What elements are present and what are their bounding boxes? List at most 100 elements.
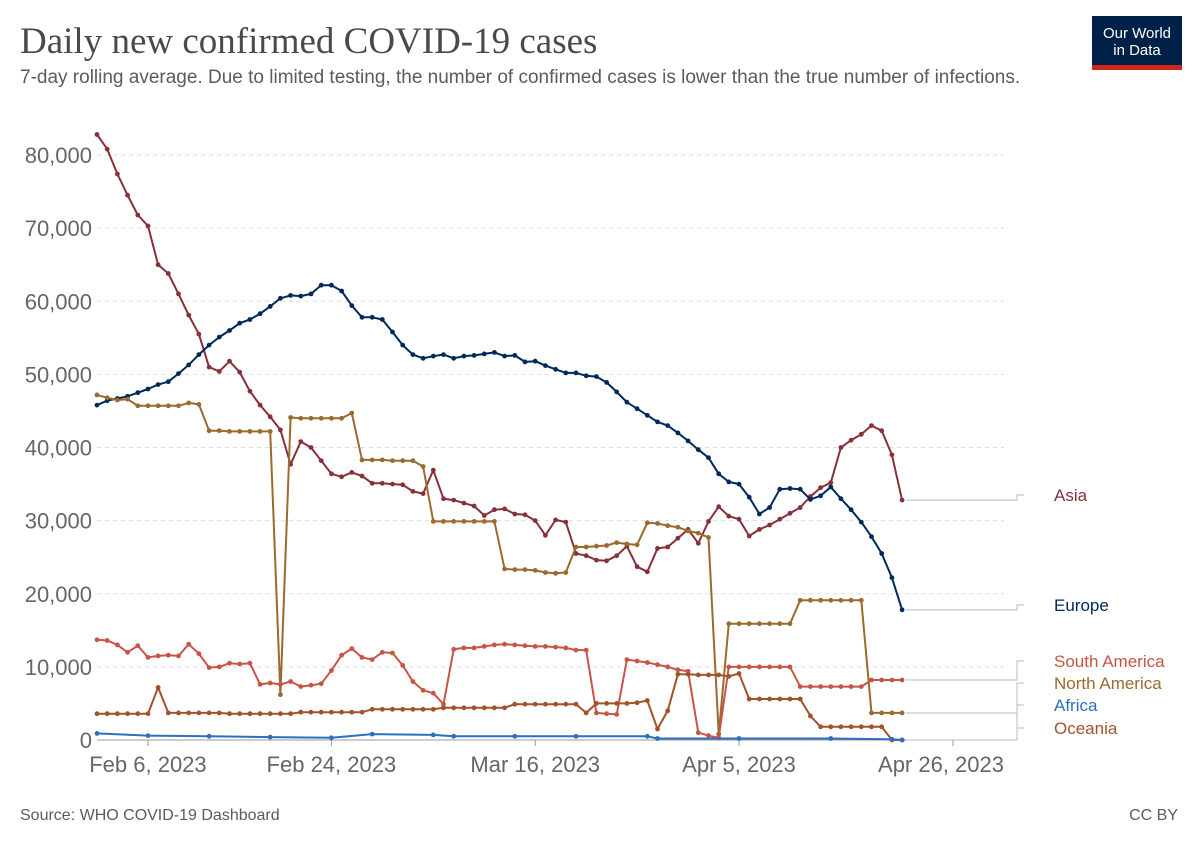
data-point: [369, 731, 375, 737]
data-point: [216, 710, 222, 716]
series-line-asia[interactable]: [96, 133, 904, 573]
data-point: [828, 484, 834, 490]
data-point: [104, 146, 110, 152]
data-point: [104, 395, 110, 401]
data-point: [94, 711, 100, 717]
data-point: [329, 709, 334, 715]
license-link[interactable]: CC BY: [1129, 807, 1178, 824]
data-point: [492, 350, 497, 355]
data-point: [848, 684, 854, 689]
data-point: [155, 403, 161, 409]
logo-accent-bar: [1092, 65, 1182, 70]
data-point: [869, 534, 874, 540]
data-point: [614, 540, 620, 545]
data-point: [441, 701, 446, 707]
data-point: [532, 518, 538, 523]
data-point: [165, 652, 171, 658]
x-tick-label: Mar 16, 2023: [470, 752, 600, 777]
data-point: [135, 711, 141, 717]
data-point: [196, 352, 202, 357]
data-point: [298, 709, 304, 715]
data-point: [267, 429, 273, 434]
data-point: [318, 709, 324, 715]
data-point: [522, 701, 528, 707]
data-point: [685, 671, 691, 677]
data-point: [410, 458, 416, 464]
data-point: [828, 684, 834, 689]
data-point: [288, 711, 293, 717]
y-tick-label: 70,000: [25, 216, 92, 241]
y-tick-label: 50,000: [25, 362, 92, 387]
data-point: [135, 390, 141, 396]
data-point: [583, 647, 589, 653]
data-point: [563, 701, 569, 707]
data-point: [899, 497, 905, 503]
series-line-oceania[interactable]: [97, 672, 903, 741]
data-point: [471, 353, 477, 358]
data-point: [522, 643, 528, 649]
data-point: [736, 621, 742, 627]
data-point: [451, 646, 457, 652]
data-point: [532, 358, 538, 364]
data-point: [115, 171, 120, 177]
data-point: [471, 503, 477, 509]
data-point: [624, 657, 630, 662]
data-point: [543, 644, 548, 649]
data-point: [176, 653, 181, 659]
series-line-south-america[interactable]: [96, 638, 903, 739]
series-label[interactable]: South America: [1054, 652, 1165, 671]
x-tick-label: Feb 24, 2023: [267, 752, 397, 777]
data-point: [481, 705, 487, 711]
data-point: [716, 504, 722, 510]
series-label[interactable]: North America: [1054, 674, 1162, 693]
data-point: [155, 685, 161, 690]
data-point: [879, 710, 885, 716]
data-point: [186, 312, 192, 318]
data-point: [869, 677, 874, 683]
data-point: [716, 471, 722, 477]
data-point: [634, 564, 640, 570]
data-point: [604, 701, 609, 706]
data-point: [583, 553, 589, 559]
series-line-africa[interactable]: [96, 732, 903, 741]
data-point: [787, 664, 793, 670]
data-point: [757, 527, 762, 532]
data-point: [869, 710, 874, 716]
data-point: [441, 496, 446, 502]
data-point: [278, 295, 283, 301]
data-point: [318, 458, 324, 464]
series-label[interactable]: Europe: [1054, 596, 1109, 615]
owid-logo[interactable]: Our World in Data: [1092, 16, 1182, 70]
data-point: [257, 402, 263, 408]
data-point: [604, 711, 609, 717]
data-point: [267, 304, 273, 309]
x-tick-label: Feb 6, 2023: [89, 752, 206, 777]
series-label[interactable]: Asia: [1054, 486, 1088, 505]
data-point: [329, 735, 334, 741]
data-point: [634, 542, 640, 548]
data-point: [165, 403, 171, 409]
data-point: [532, 644, 538, 649]
series-label[interactable]: Africa: [1054, 696, 1098, 715]
y-tick-label: 0: [80, 728, 92, 753]
line-chart: 0 10,000 20,000 30,000 40,000 50,000 60,000 70,…: [25, 132, 1165, 777]
data-point: [685, 528, 691, 534]
data-point: [237, 429, 243, 434]
data-point: [502, 506, 507, 512]
data-point: [369, 457, 375, 463]
data-point: [227, 660, 232, 666]
data-point: [889, 452, 895, 458]
data-point: [155, 382, 161, 387]
data-point: [604, 543, 609, 548]
data-point: [889, 575, 895, 581]
data-point: [757, 511, 762, 517]
series-label[interactable]: Oceania: [1054, 719, 1118, 738]
data-point: [777, 621, 783, 627]
data-point: [797, 597, 803, 603]
data-point: [787, 621, 793, 627]
series-line-north-america[interactable]: [96, 393, 903, 736]
data-point: [410, 352, 416, 357]
data-point: [247, 711, 253, 717]
data-point: [318, 282, 324, 288]
data-point: [787, 486, 793, 491]
